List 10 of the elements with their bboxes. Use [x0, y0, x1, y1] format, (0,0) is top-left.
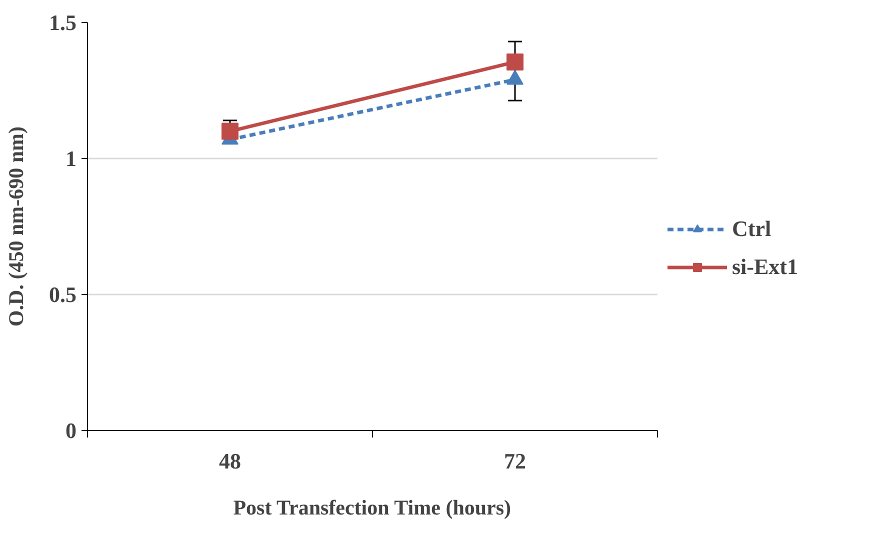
x-tick-label: 48 — [219, 448, 241, 474]
y-tick-label: 1.5 — [49, 10, 76, 35]
legend-label: si-Ext1 — [732, 254, 798, 280]
y-tick-label: 1 — [66, 146, 76, 171]
y-axis-title: O.D. (450 nm-690 nm) — [4, 126, 28, 327]
y-tick-label: 0.5 — [49, 282, 76, 307]
legend-label: Ctrl — [732, 216, 772, 242]
x-tick-label: 72 — [504, 448, 526, 474]
y-tick-label: 0 — [66, 418, 76, 443]
x-axis-title: Post Transfection Time (hours) — [233, 496, 512, 520]
